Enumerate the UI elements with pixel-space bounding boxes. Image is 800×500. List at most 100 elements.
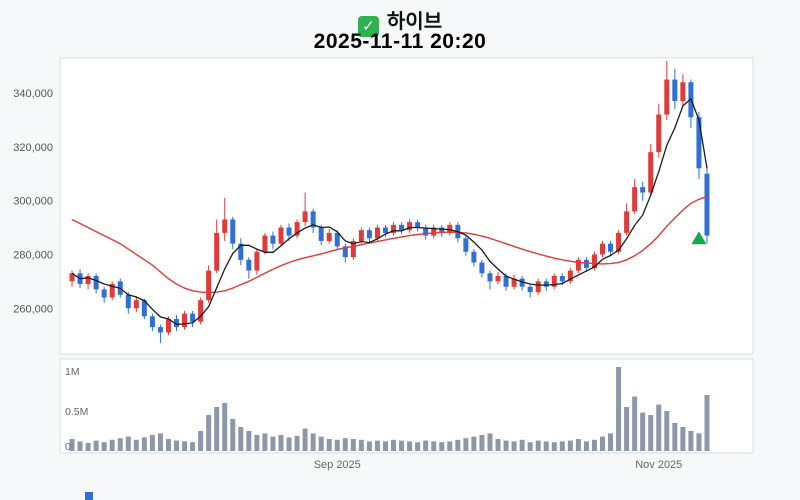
- volume-bar: [487, 433, 493, 451]
- candle-down: [640, 187, 646, 193]
- candle-up: [254, 251, 260, 271]
- candle-up: [391, 224, 397, 233]
- candle-up: [624, 211, 630, 233]
- stock-chart: 260,000 280,000 300,000 320,000 340,000 0 0.5M…: [13, 57, 754, 471]
- candle-up: [165, 319, 171, 333]
- candle-down: [463, 238, 469, 252]
- volume-bar: [640, 412, 646, 451]
- volume-bar: [591, 439, 597, 451]
- x-axis-label: Sep 2025: [314, 459, 361, 471]
- candle-down: [423, 227, 429, 236]
- candle-up: [591, 254, 597, 268]
- volume-axis-label: 1M: [65, 366, 80, 378]
- volume-bar: [415, 442, 421, 451]
- volume-axis-label: 0: [65, 441, 71, 453]
- candle-up: [133, 300, 139, 309]
- candle-up: [182, 313, 188, 328]
- candle-down: [334, 232, 340, 247]
- chart-datetime: 2025-11-11 20:20: [313, 30, 487, 53]
- volume-bar: [174, 440, 180, 451]
- volume-bar: [358, 439, 364, 451]
- volume-bar: [109, 439, 115, 451]
- volume-bar: [527, 442, 533, 451]
- candle-down: [246, 259, 252, 271]
- chart-title: ✓ 하이브: [0, 5, 800, 37]
- volume-bar: [366, 441, 372, 451]
- volume-bar: [616, 367, 622, 451]
- volume-bar: [688, 431, 694, 451]
- volume-bar: [254, 435, 260, 451]
- volume-bar: [310, 433, 316, 451]
- candle-up: [680, 82, 686, 102]
- volume-bar: [270, 436, 276, 451]
- candle-down: [310, 211, 316, 228]
- candle-down: [157, 327, 163, 333]
- volume-bar: [519, 439, 525, 451]
- candle-down: [174, 319, 180, 328]
- candle-down: [471, 251, 477, 263]
- volume-bar: [262, 433, 268, 451]
- volume-bar: [551, 442, 557, 451]
- volume-bar: [471, 436, 477, 451]
- volume-bar: [165, 439, 171, 451]
- volume-panel: [59, 358, 754, 454]
- candle-up: [278, 227, 284, 244]
- candle-up: [511, 278, 517, 287]
- candle-down: [503, 275, 509, 287]
- price-panel: [59, 57, 754, 355]
- volume-bar: [447, 441, 453, 451]
- stock-name: 하이브: [386, 11, 443, 33]
- volume-bar: [318, 436, 324, 451]
- volume-bar: [157, 433, 163, 451]
- volume-bar: [439, 442, 445, 451]
- volume-bar: [198, 431, 204, 451]
- candle-up: [447, 224, 453, 233]
- candle-down: [704, 173, 710, 236]
- candle-up: [535, 281, 541, 293]
- candle-down: [101, 289, 107, 298]
- volume-bar: [222, 403, 228, 451]
- ma-short-line: [71, 97, 708, 326]
- volume-bar: [599, 436, 605, 451]
- candle-down: [141, 300, 147, 317]
- candle-up: [294, 222, 300, 236]
- candle-down: [415, 222, 421, 228]
- volume-bar: [230, 419, 236, 451]
- candle-up: [616, 232, 622, 252]
- volume-bar: [567, 440, 573, 451]
- volume-bar: [214, 407, 220, 451]
- candle-down: [318, 227, 324, 241]
- x-axis-label: Nov 2025: [635, 459, 682, 471]
- candle-down: [519, 278, 525, 287]
- candle-up: [262, 235, 268, 252]
- candle-up: [350, 240, 356, 258]
- volume-bar: [704, 395, 710, 451]
- candle-down: [149, 316, 155, 328]
- volume-bar: [246, 431, 252, 451]
- candle-down: [399, 224, 405, 231]
- candle-down: [479, 262, 485, 274]
- buy-signal-icon: [691, 231, 707, 245]
- volume-bar: [656, 404, 662, 451]
- candle-down: [559, 275, 565, 282]
- volume-bar: [77, 441, 83, 451]
- candle-down: [583, 259, 589, 268]
- candle-down: [238, 243, 244, 260]
- candle-down: [342, 246, 348, 258]
- volume-bar: [238, 427, 244, 451]
- volume-bar: [190, 442, 196, 451]
- volume-bar: [374, 440, 380, 451]
- volume-bar: [326, 439, 332, 451]
- candle-down: [672, 79, 678, 102]
- volume-bar: [117, 438, 123, 451]
- volume-bar: [350, 439, 356, 451]
- volume-bar: [342, 438, 348, 451]
- candle-up: [664, 79, 670, 115]
- candle-up: [109, 284, 115, 298]
- candle-up: [567, 270, 573, 282]
- candle-up: [302, 211, 308, 223]
- candle-down: [270, 235, 276, 244]
- candle-down: [696, 117, 702, 169]
- candle-up: [495, 275, 501, 282]
- candle-up: [431, 227, 437, 236]
